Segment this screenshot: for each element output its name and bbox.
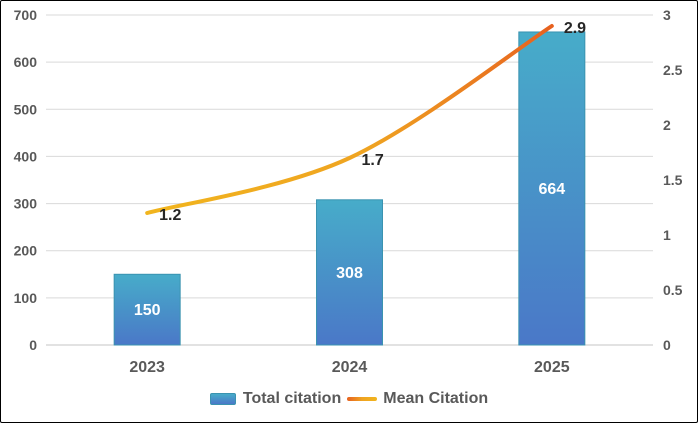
left-axis-tick-700: 700 xyxy=(14,7,38,23)
mean-citation-line xyxy=(145,24,554,215)
line-value-label-2023: 1.2 xyxy=(159,207,181,224)
bar-2025 xyxy=(518,31,586,346)
chart-legend: Total citation Mean Citation xyxy=(1,386,697,412)
line-value-label-2024: 1.7 xyxy=(362,152,384,169)
legend-bar-swatch xyxy=(209,393,236,405)
x-axis-label-2024: 2024 xyxy=(332,359,368,376)
legend-label-total-citation: Total citation xyxy=(242,390,342,407)
right-axis-tick-3: 3 xyxy=(663,7,671,23)
left-axis-tick-200: 200 xyxy=(14,243,38,259)
right-axis-tick-1: 1 xyxy=(663,227,671,243)
right-axis-tick-1.5: 1.5 xyxy=(663,172,683,188)
legend-line-swatch xyxy=(347,397,378,401)
right-axis-tick-0: 0 xyxy=(663,337,671,353)
bar-value-label-2023: 150 xyxy=(134,302,161,319)
left-axis-tick-300: 300 xyxy=(14,196,38,212)
bar-value-label-2025: 664 xyxy=(538,181,565,198)
left-axis-tick-100: 100 xyxy=(14,290,38,306)
legend-label-mean-citation: Mean Citation xyxy=(383,390,489,407)
left-axis-tick-500: 500 xyxy=(14,101,38,117)
right-axis-tick-2.5: 2.5 xyxy=(663,62,683,78)
x-axis-label-2023: 2023 xyxy=(129,359,165,376)
x-axis-label-2025: 2025 xyxy=(534,359,570,376)
left-axis-tick-0: 0 xyxy=(29,337,37,353)
bar-2023 xyxy=(113,273,181,346)
right-axis-tick-0.5: 0.5 xyxy=(663,282,683,298)
left-axis-tick-600: 600 xyxy=(14,54,38,70)
bar-2024 xyxy=(316,199,383,346)
bar-value-label-2024: 308 xyxy=(336,265,363,282)
right-axis-tick-2: 2 xyxy=(663,117,671,133)
line-value-label-2025: 2.9 xyxy=(564,20,586,37)
left-axis-tick-400: 400 xyxy=(14,148,38,164)
